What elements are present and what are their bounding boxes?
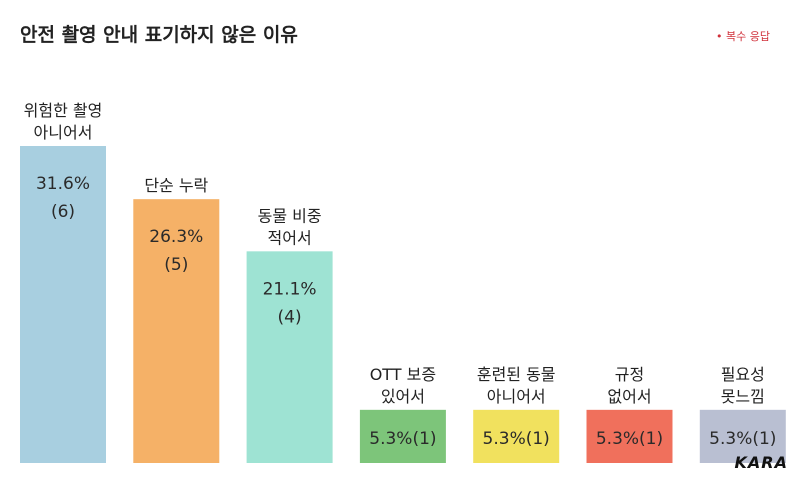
value-label-4: 5.3%(1) [369,429,436,449]
category-label-4: OTT 보증 [370,365,436,384]
bar-2 [133,199,220,463]
bar-7 [699,409,786,463]
value-label-3: (4) [278,307,302,327]
category-label-5: 훈련된 동물 [477,365,556,384]
category-label-4: 있어서 [381,387,425,406]
value-label-5: 5.3%(1) [483,429,550,449]
value-label-2: (5) [164,255,188,275]
category-label-5: 아니어서 [487,387,546,406]
bar-3 [246,251,333,463]
value-label-2: 26.3% [149,227,203,247]
chart-title: 안전 촬영 안내 표기하지 않은 이유 [20,24,298,46]
category-label-1: 아니어서 [34,123,93,142]
bar-1 [20,146,106,463]
kara-logo: KARA [734,453,788,472]
category-label-2: 단순 누락 [144,176,208,195]
multiple-response-note: • 복수 응답 [716,30,770,43]
bar-5 [473,409,560,463]
category-label-3: 적어서 [268,228,312,247]
value-label-7: 5.3%(1) [709,429,776,449]
category-label-6: 규정 [615,365,644,384]
category-label-7: 못느낌 [721,387,765,406]
category-label-6: 없어서 [607,387,651,406]
bar-4 [359,409,446,463]
category-label-1: 위험한 촬영 [24,101,103,120]
bar-6 [586,409,673,463]
value-label-1: 31.6% [36,174,90,194]
value-label-3: 21.1% [263,279,317,299]
category-label-7: 필요성 [721,365,765,384]
category-label-3: 동물 비중 [258,206,322,225]
value-label-1: (6) [51,202,75,222]
value-label-6: 5.3%(1) [596,429,663,449]
